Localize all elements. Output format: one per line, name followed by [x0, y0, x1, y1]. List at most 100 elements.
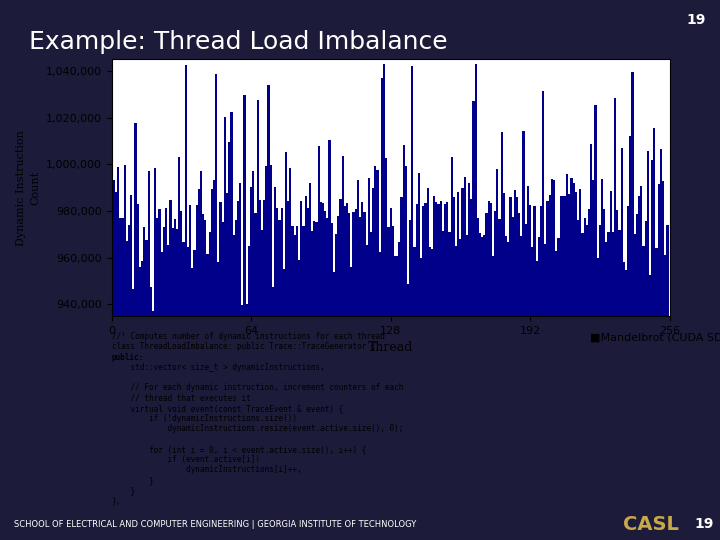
- Bar: [169, 200, 171, 540]
- Text: if (event.active[i]): if (event.active[i]): [112, 455, 260, 464]
- Bar: [649, 275, 651, 540]
- Bar: [455, 246, 457, 540]
- Bar: [217, 262, 220, 540]
- Bar: [196, 205, 198, 540]
- Bar: [479, 233, 481, 540]
- Bar: [150, 287, 152, 540]
- Bar: [154, 168, 156, 540]
- Bar: [191, 268, 194, 540]
- Bar: [120, 218, 122, 540]
- Text: CASL: CASL: [623, 515, 679, 534]
- Bar: [137, 204, 139, 540]
- Bar: [263, 200, 265, 540]
- Bar: [374, 166, 377, 540]
- Bar: [608, 232, 610, 540]
- Bar: [593, 180, 595, 540]
- Bar: [523, 131, 525, 540]
- Bar: [387, 227, 390, 540]
- Bar: [514, 190, 516, 540]
- Bar: [200, 171, 202, 540]
- Bar: [411, 66, 413, 540]
- Bar: [383, 64, 385, 540]
- Bar: [415, 204, 418, 540]
- Bar: [287, 200, 289, 540]
- Bar: [230, 112, 233, 540]
- Bar: [660, 149, 662, 540]
- Bar: [130, 195, 132, 540]
- Bar: [521, 235, 523, 540]
- Bar: [564, 196, 566, 540]
- Bar: [396, 256, 398, 540]
- Bar: [546, 200, 549, 540]
- Bar: [431, 249, 433, 540]
- Bar: [492, 256, 494, 540]
- Text: }: }: [112, 486, 135, 495]
- Bar: [132, 289, 135, 540]
- Bar: [640, 186, 642, 540]
- Bar: [322, 204, 324, 540]
- Bar: [500, 132, 503, 540]
- Bar: [372, 188, 374, 540]
- Bar: [612, 232, 614, 540]
- Bar: [438, 204, 440, 540]
- Bar: [296, 226, 298, 540]
- Bar: [366, 245, 368, 540]
- Bar: [606, 242, 608, 540]
- Bar: [198, 190, 200, 540]
- Bar: [472, 102, 474, 540]
- Bar: [235, 220, 237, 540]
- Bar: [335, 234, 337, 540]
- Bar: [158, 209, 161, 540]
- Bar: [265, 166, 267, 540]
- Bar: [570, 178, 572, 540]
- Text: ■Mandelbrot (CUDA SDK): ■Mandelbrot (CUDA SDK): [590, 332, 720, 342]
- Bar: [531, 247, 534, 540]
- Bar: [664, 255, 666, 540]
- Bar: [426, 188, 428, 540]
- Bar: [394, 256, 396, 540]
- Bar: [353, 212, 355, 540]
- Bar: [309, 183, 311, 540]
- Text: 19: 19: [695, 517, 714, 531]
- Bar: [631, 72, 634, 540]
- Bar: [621, 148, 623, 540]
- Bar: [124, 165, 126, 540]
- Bar: [534, 206, 536, 540]
- Bar: [642, 246, 644, 540]
- Bar: [110, 197, 113, 540]
- Bar: [509, 197, 512, 540]
- Bar: [625, 270, 627, 540]
- Bar: [320, 202, 322, 540]
- Bar: [163, 227, 165, 540]
- Bar: [583, 218, 585, 540]
- Bar: [226, 193, 228, 540]
- Bar: [152, 311, 154, 540]
- Bar: [420, 258, 422, 540]
- Bar: [209, 232, 211, 540]
- Bar: [189, 205, 191, 540]
- Bar: [143, 227, 145, 540]
- Bar: [385, 158, 387, 540]
- Bar: [451, 157, 453, 540]
- Bar: [553, 180, 555, 540]
- Bar: [409, 220, 411, 540]
- Bar: [516, 197, 518, 540]
- Bar: [276, 208, 279, 540]
- Bar: [357, 180, 359, 540]
- Bar: [453, 197, 455, 540]
- Bar: [368, 178, 370, 540]
- Bar: [470, 199, 472, 540]
- Bar: [341, 156, 343, 540]
- Bar: [538, 237, 540, 540]
- Bar: [477, 218, 479, 540]
- Bar: [588, 208, 590, 540]
- Bar: [555, 251, 557, 540]
- Bar: [444, 204, 446, 540]
- Text: std::vector< size_t > dynamicInstructions,: std::vector< size_t > dynamicInstruction…: [112, 363, 324, 372]
- Bar: [302, 226, 305, 540]
- Bar: [305, 196, 307, 540]
- Bar: [402, 145, 405, 540]
- Bar: [494, 211, 496, 540]
- Bar: [400, 197, 402, 540]
- Bar: [572, 183, 575, 540]
